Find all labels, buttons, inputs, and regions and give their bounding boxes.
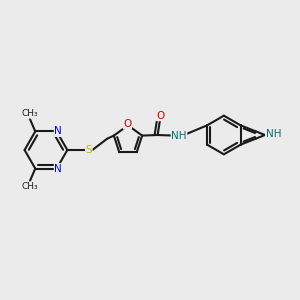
- Text: O: O: [123, 119, 131, 129]
- Text: N: N: [54, 127, 62, 136]
- Text: CH₃: CH₃: [22, 109, 38, 118]
- Text: N: N: [54, 164, 62, 173]
- Text: CH₃: CH₃: [22, 182, 38, 191]
- Text: O: O: [156, 111, 164, 121]
- Text: NH: NH: [171, 130, 187, 141]
- Text: S: S: [85, 145, 92, 155]
- Text: NH: NH: [266, 129, 281, 140]
